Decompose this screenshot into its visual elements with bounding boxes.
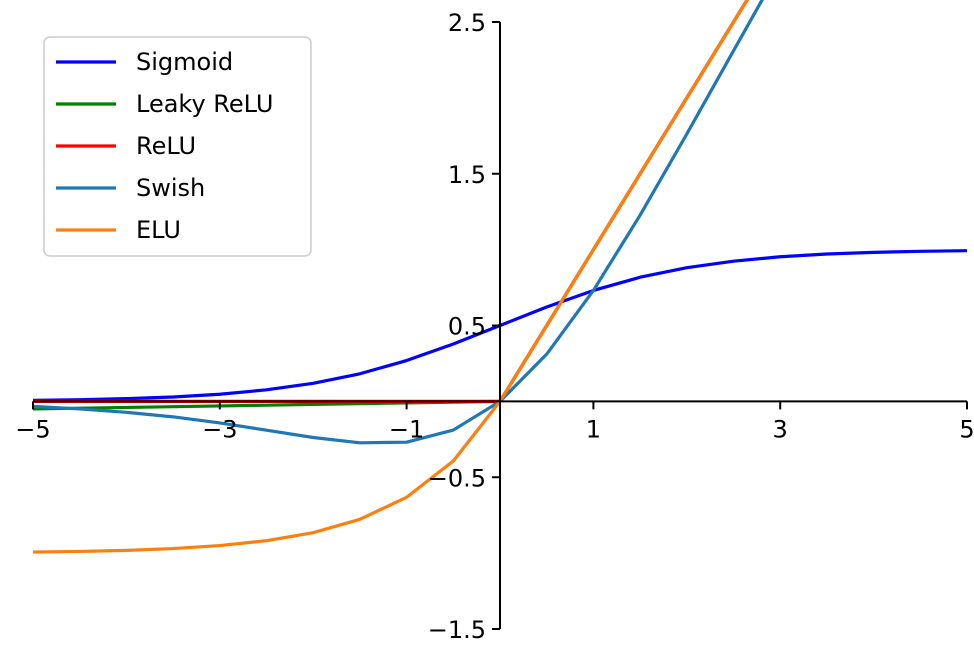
x-tick-label: −5 [15, 415, 50, 443]
legend-label-leaky-relu: Leaky ReLU [136, 90, 273, 118]
y-tick-label: −1.5 [428, 616, 486, 644]
legend-label-sigmoid: Sigmoid [136, 48, 233, 76]
axes-layer: −5 −3 −1 1 3 5 2.5 1.5 0.5 −0.5 −1.5 [15, 9, 974, 644]
y-tick-label: 1.5 [448, 161, 486, 189]
legend-label-relu: ReLU [136, 132, 196, 160]
x-tick-label: 5 [959, 415, 974, 443]
y-tick-label: −0.5 [428, 464, 486, 492]
x-tick-label: 3 [773, 415, 788, 443]
legend-box [43, 36, 312, 257]
y-tick-label: 2.5 [448, 9, 486, 37]
x-tick-label: −3 [202, 415, 237, 443]
legend-label-swish: Swish [136, 174, 205, 202]
legend-label-elu: ELU [136, 216, 181, 244]
x-tick-label: 1 [586, 415, 601, 443]
y-tick-label: 0.5 [448, 313, 486, 341]
x-tick-label: −1 [389, 415, 424, 443]
legend: Sigmoid Leaky ReLU ReLU Swish ELU [43, 36, 312, 257]
